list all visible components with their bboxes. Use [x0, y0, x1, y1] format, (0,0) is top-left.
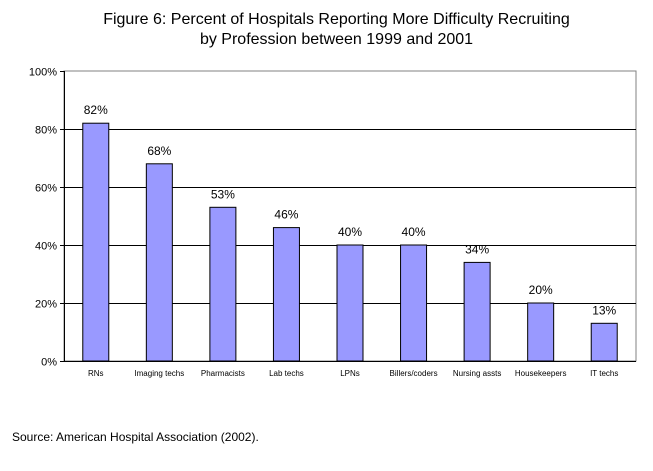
- x-tick-label: Pharmacists: [201, 369, 245, 378]
- bar: [272, 227, 300, 362]
- x-tick-label: LPNs: [340, 369, 360, 378]
- y-tick-label: 0%: [41, 357, 57, 369]
- x-tick-label: Lab techs: [269, 369, 304, 378]
- bar: [145, 163, 173, 362]
- bar: [336, 244, 364, 362]
- data-label: 34%: [465, 242, 489, 256]
- y-tick-label: 80%: [35, 125, 57, 137]
- x-tick-label: Imaging techs: [134, 369, 184, 378]
- bar: [590, 322, 618, 362]
- data-label: 82%: [84, 103, 108, 117]
- chart-title-line-2: by Profession between 1999 and 2001: [199, 31, 474, 48]
- chart-title: Figure 6: Percent of Hospitals Reporting…: [0, 10, 653, 50]
- x-tick-label: Billers/coders: [390, 369, 438, 378]
- source-note: Source: American Hospital Association (2…: [12, 430, 259, 444]
- x-tick-label: Nursing assts: [453, 369, 501, 378]
- y-tick-label: 100%: [29, 67, 57, 79]
- x-tick-label: RNs: [88, 369, 104, 378]
- data-label: 40%: [402, 225, 426, 239]
- chart-title-line-1: Figure 6: Percent of Hospitals Reporting…: [103, 11, 570, 28]
- data-label: 53%: [211, 187, 235, 201]
- data-label: 13%: [592, 303, 616, 317]
- data-label: 20%: [529, 283, 553, 297]
- y-tick-label: 40%: [35, 241, 57, 253]
- bar: [82, 122, 110, 362]
- data-label: 46%: [274, 208, 298, 222]
- bar: [400, 244, 428, 362]
- bar: [463, 261, 491, 362]
- data-label: 68%: [147, 144, 171, 158]
- x-tick-label: Housekeepers: [515, 369, 567, 378]
- bar: [209, 206, 237, 362]
- y-tick-label: 60%: [35, 183, 57, 195]
- x-tick-label: IT techs: [590, 369, 618, 378]
- y-tick-label: 20%: [35, 299, 57, 311]
- data-label: 40%: [338, 225, 362, 239]
- bar: [527, 302, 555, 362]
